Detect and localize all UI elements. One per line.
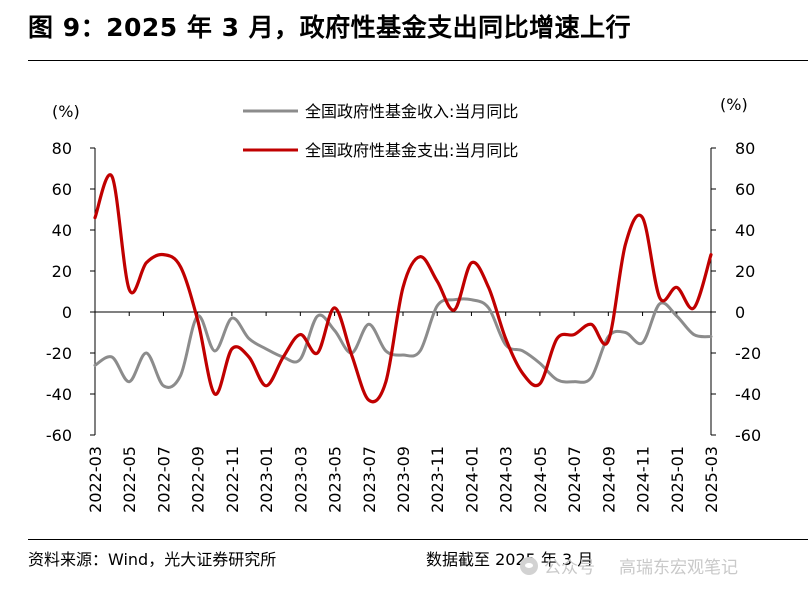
figure-title: 图 9：2025 年 3 月，政府性基金支出同比增速上行: [28, 13, 632, 42]
x-tick-label: 2024-01: [462, 446, 481, 513]
x-tick-label: 2022-07: [154, 446, 173, 513]
bottom-rule: [28, 539, 808, 540]
left-y-tick-label: 40: [52, 221, 72, 240]
x-tick-label: 2023-11: [428, 446, 447, 513]
right-y-tick-label: 40: [735, 221, 755, 240]
right-y-tick-label: 60: [735, 180, 755, 199]
x-tick-label: 2025-01: [668, 446, 687, 513]
right-y-tick-label: -60: [735, 426, 761, 445]
wechat-icon: [520, 556, 538, 575]
expenditure-series-line: [93, 173, 713, 404]
line-chart: (%) (%) 全国政府性基金收入:当月同比 全国政府性基金支出:当月同比 -6…: [46, 95, 761, 513]
left-y-tick-label: 60: [52, 180, 72, 199]
x-tick-label: 2022-09: [189, 446, 208, 513]
x-tick-label: 2024-05: [531, 446, 550, 513]
legend-label-income: 全国政府性基金收入:当月同比: [305, 102, 518, 121]
left-y-tick-label: 0: [62, 303, 72, 322]
x-tick-label: 2024-09: [599, 446, 618, 513]
left-y-tick-label: 20: [52, 262, 72, 281]
x-tick-label: 2022-11: [223, 446, 242, 513]
x-tick-label: 2022-03: [86, 446, 105, 513]
chart-legend: 全国政府性基金收入:当月同比 全国政府性基金支出:当月同比: [243, 102, 518, 160]
right-y-tick-label: -20: [735, 344, 761, 363]
top-rule: [28, 60, 808, 61]
x-tick-label: 2024-07: [565, 446, 584, 513]
watermark-right-text: 高瑞东宏观笔记: [619, 558, 738, 578]
right-axis-unit-label: (%): [720, 95, 748, 114]
x-tick-label: 2025-03: [702, 446, 721, 513]
x-tick-label: 2023-07: [360, 446, 379, 513]
x-tick-label: 2023-05: [326, 446, 345, 513]
left-y-tick-label: -40: [46, 385, 72, 404]
source-note: 资料来源：Wind，光大证券研究所: [28, 550, 277, 569]
x-tick-label: 2024-03: [497, 446, 516, 513]
legend-label-expenditure: 全国政府性基金支出:当月同比: [305, 141, 518, 160]
x-tick-label: 2023-03: [291, 446, 310, 513]
left-y-tick-label: -20: [46, 344, 72, 363]
left-y-tick-label: -60: [46, 426, 72, 445]
data-date-note: 数据截至 2025 年 3 月: [426, 550, 594, 569]
right-y-tick-label: 80: [735, 139, 755, 158]
x-tick-label: 2023-09: [394, 446, 413, 513]
watermark-left-text: 公众号: [544, 558, 595, 578]
left-y-tick-label: 80: [52, 139, 72, 158]
right-y-tick-label: -40: [735, 385, 761, 404]
right-y-tick-label: 20: [735, 262, 755, 281]
x-tick-label: 2022-05: [120, 446, 139, 513]
watermark: 公众号 高瑞东宏观笔记: [520, 553, 738, 578]
x-tick-label: 2023-01: [257, 446, 276, 513]
right-y-tick-label: 0: [735, 303, 745, 322]
left-axis-unit-label: (%): [52, 102, 80, 121]
x-tick-label: 2024-11: [634, 446, 653, 513]
